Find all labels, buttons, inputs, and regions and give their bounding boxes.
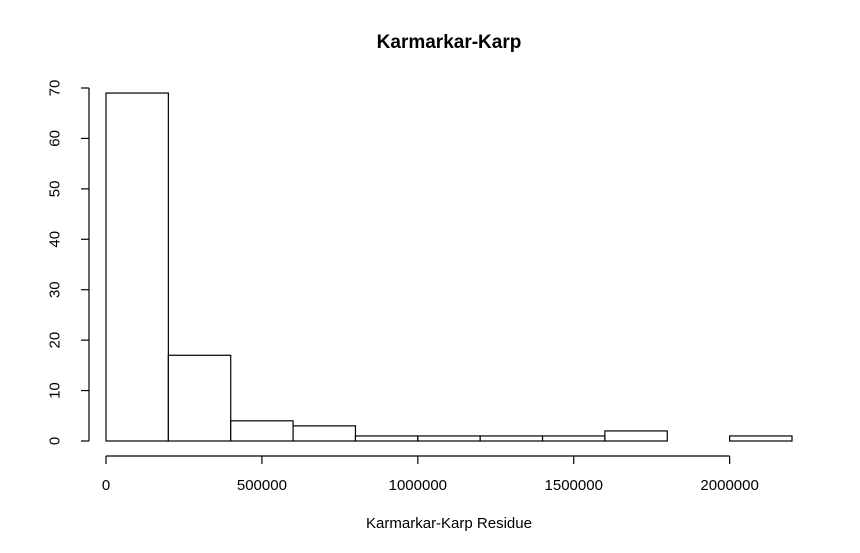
histogram-bar-10 [729, 435, 793, 442]
y-tick-label-3: 30 [47, 281, 64, 298]
histogram-bar-2 [230, 420, 294, 442]
chart-title: Karmarkar-Karp [377, 32, 522, 53]
x-axis-title: Karmarkar-Karp Residue [366, 515, 532, 532]
y-tick-label-5: 50 [47, 181, 64, 198]
x-tick-label-4: 2000000 [700, 477, 758, 494]
bars-group [105, 92, 793, 442]
histogram-bar-3 [292, 425, 357, 442]
histogram-bar-0 [105, 92, 169, 442]
y-tick-label-4: 40 [47, 231, 64, 248]
histogram-bar-4 [354, 435, 419, 442]
histogram-bar-5 [417, 435, 481, 442]
y-tick-label-1: 10 [47, 382, 64, 399]
histogram-bar-8 [604, 430, 668, 442]
x-tick-label-3: 1500000 [545, 477, 603, 494]
y-axis: 0 10 20 30 40 50 60 70 [47, 80, 90, 445]
y-tick-label-0: 0 [47, 437, 64, 445]
x-tick-label-1: 500000 [237, 477, 287, 494]
y-tick-label-6: 60 [47, 130, 64, 147]
x-tick-label-2: 1000000 [389, 477, 447, 494]
y-tick-label-7: 70 [47, 80, 64, 97]
x-axis: 0 500000 1000000 1500000 2000000 [102, 455, 759, 494]
x-tick-label-0: 0 [102, 477, 110, 494]
histogram-bar-7 [541, 435, 606, 442]
histogram-bar-1 [167, 354, 232, 442]
y-tick-label-2: 20 [47, 332, 64, 349]
histogram-bar-6 [479, 435, 544, 442]
